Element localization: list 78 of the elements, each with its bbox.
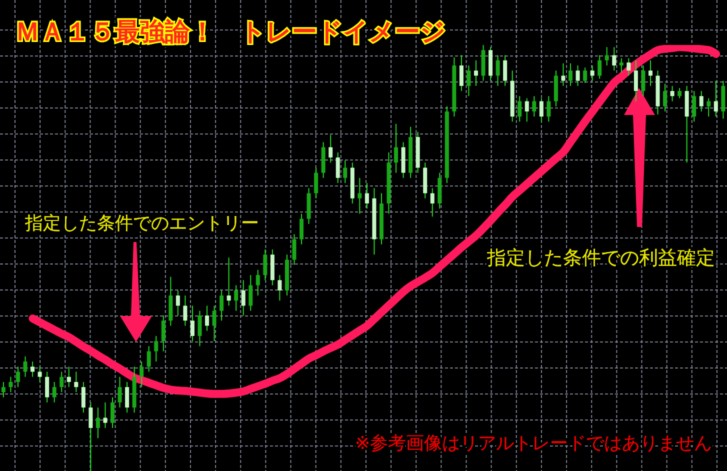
candlestick <box>198 310 202 347</box>
candlestick <box>568 62 573 86</box>
candlestick <box>496 54 500 86</box>
candlestick <box>88 402 93 471</box>
candlestick <box>74 371 78 393</box>
candlestick <box>45 371 50 403</box>
candlestick <box>328 134 333 164</box>
candlestick <box>524 98 529 122</box>
candlestick <box>474 60 478 86</box>
candlestick <box>466 64 471 97</box>
candlestick <box>234 284 238 312</box>
candlestick <box>706 98 711 118</box>
candlestick <box>358 177 362 214</box>
candlestick <box>154 335 158 362</box>
candlestick <box>714 80 718 118</box>
candlestick <box>96 407 100 439</box>
candlestick <box>60 371 64 393</box>
candlestick <box>118 376 122 408</box>
candlestick <box>430 188 434 218</box>
candlestick <box>66 366 71 388</box>
candlestick <box>670 85 674 102</box>
candlestick <box>205 305 210 332</box>
candlestick <box>678 88 682 99</box>
candlestick <box>598 54 602 80</box>
candlestick <box>300 213 304 245</box>
candlestick <box>292 234 296 266</box>
candlestick <box>176 290 180 316</box>
candlestick <box>1 381 6 398</box>
candlestick <box>394 123 398 174</box>
annotation: 指定した条件でのエントリー <box>24 213 259 234</box>
candlestick <box>30 361 35 378</box>
candlestick <box>52 381 56 403</box>
candlestick <box>364 182 369 210</box>
candlestick <box>648 60 652 86</box>
candlestick <box>604 46 609 66</box>
candlestick <box>590 64 594 82</box>
candlestick <box>546 96 551 122</box>
candlestick <box>103 402 108 428</box>
candlestick <box>125 381 130 414</box>
candlestick <box>699 90 704 112</box>
candlestick <box>532 96 536 118</box>
candlestick <box>561 62 566 86</box>
candlestick <box>459 54 464 92</box>
candlestick <box>641 64 646 97</box>
candlestick <box>220 290 224 322</box>
candlestick <box>626 58 631 76</box>
candlestick <box>38 366 42 382</box>
candlestick <box>263 248 268 281</box>
candlestick <box>634 60 638 102</box>
annotation: 指定した条件での利益確定 <box>486 247 715 269</box>
candlestick <box>503 54 508 86</box>
candlestick <box>146 346 151 372</box>
candlestick <box>183 294 188 326</box>
candlestick <box>190 305 194 342</box>
candlestick <box>619 58 624 74</box>
candlestick <box>8 376 13 393</box>
candlestick <box>583 67 588 84</box>
candlestick <box>343 160 348 184</box>
candlestick <box>241 280 246 316</box>
candlestick <box>16 366 20 388</box>
candlestick <box>278 274 282 302</box>
candlestick <box>23 356 28 378</box>
candlestick <box>226 257 231 306</box>
candlestick <box>539 98 544 122</box>
candlestick <box>140 361 144 388</box>
candlestick <box>248 274 253 312</box>
candlestick <box>256 269 260 296</box>
candlestick <box>576 64 580 86</box>
candlestick <box>518 96 522 122</box>
candlestick <box>110 396 115 428</box>
candlestick <box>81 381 86 414</box>
candlestick <box>314 167 318 199</box>
candlestick <box>663 83 668 112</box>
candlestick <box>336 152 340 184</box>
candlestick <box>212 305 216 342</box>
candlestick <box>612 46 616 72</box>
candlestick <box>161 315 166 352</box>
candlestick <box>692 90 696 122</box>
